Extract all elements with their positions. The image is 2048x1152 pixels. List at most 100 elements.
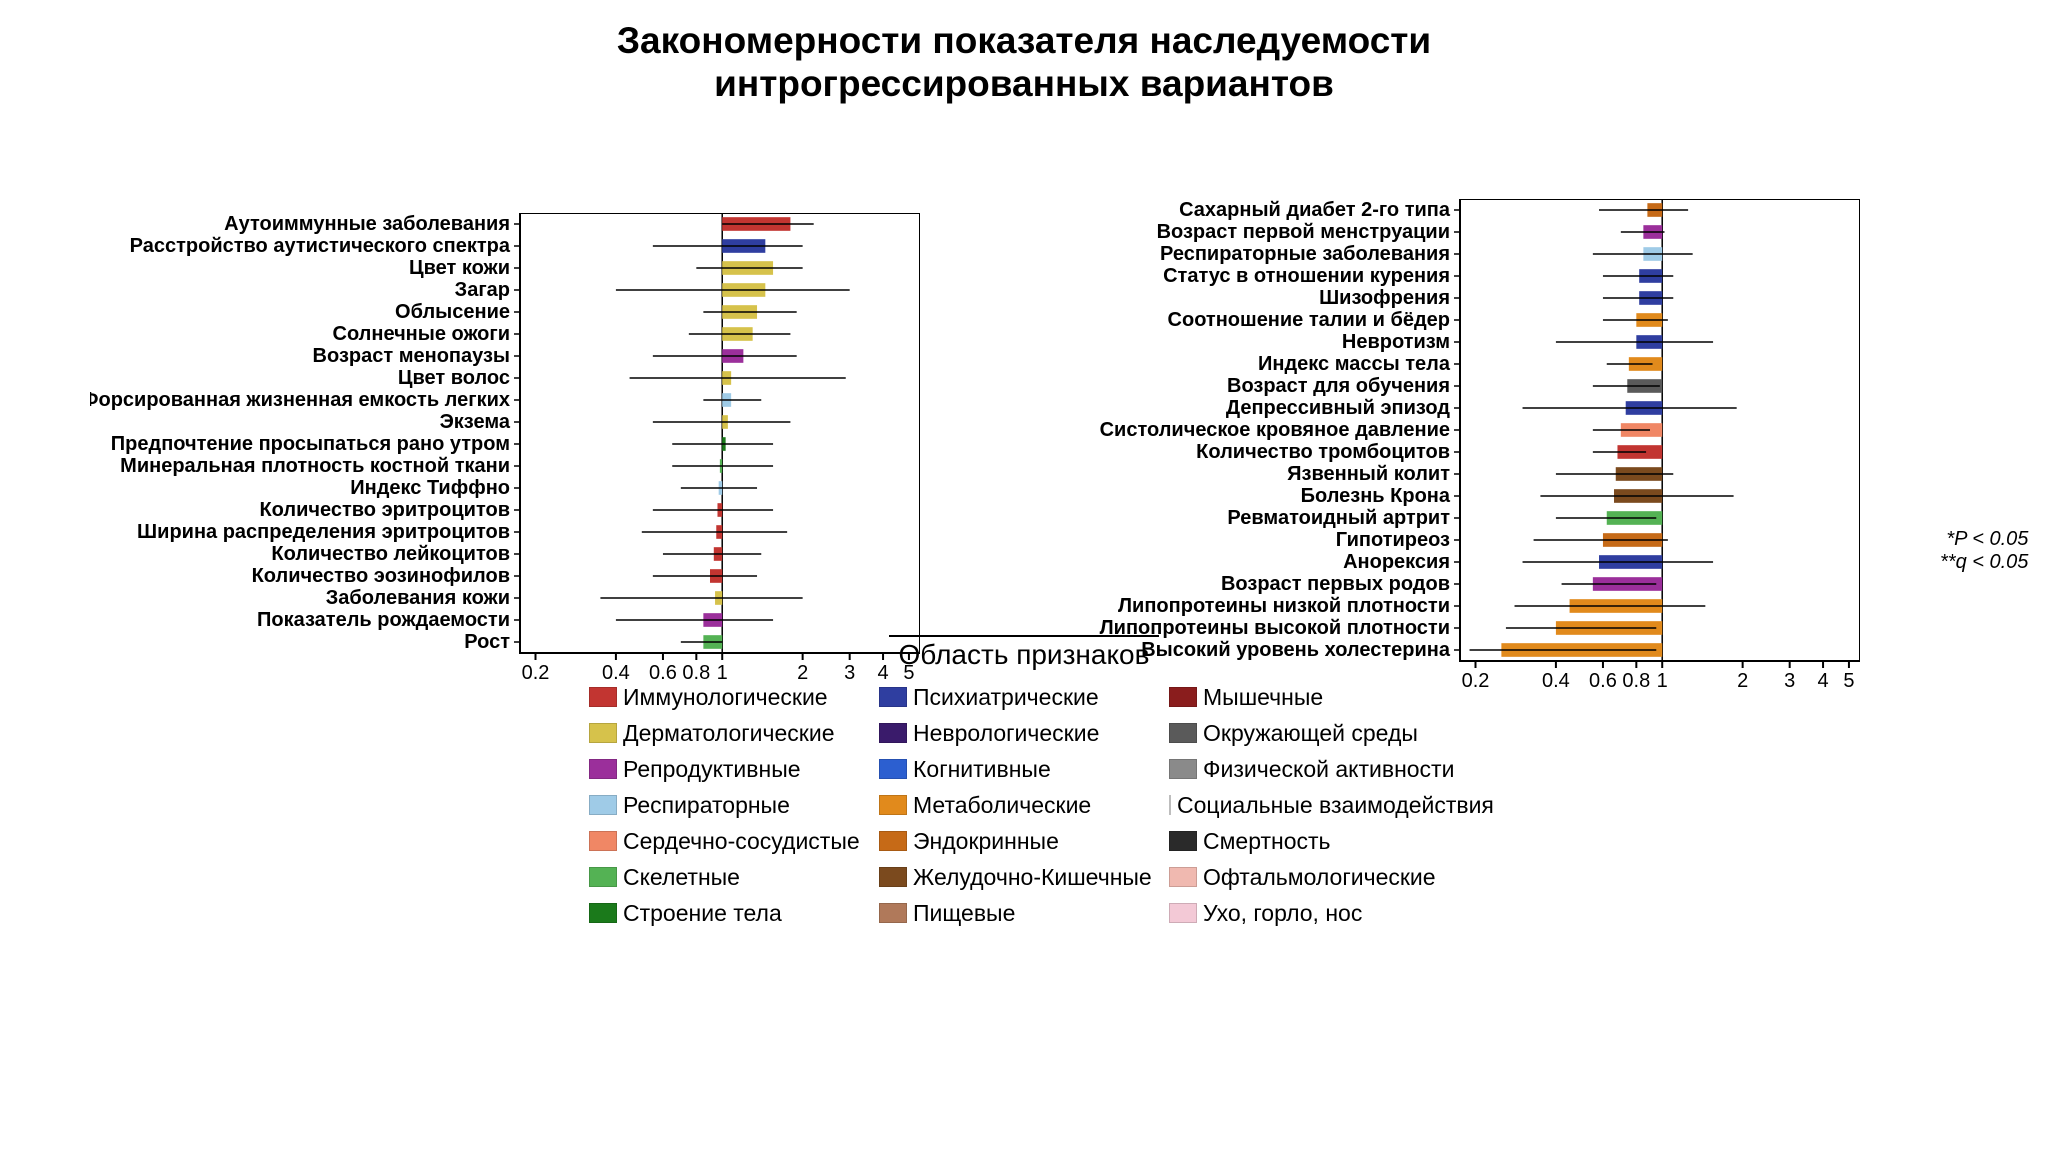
row-label: Рост	[464, 631, 510, 653]
legend-item: Желудочно-Кишечные	[879, 859, 1169, 895]
legend-item: Респираторные	[589, 787, 879, 823]
row-label: Ширина распределения эритроцитов	[137, 521, 510, 543]
x-tick-label: 0.8	[682, 662, 710, 684]
title-line2: интрогрессированных вариантов	[0, 63, 2048, 106]
chart-title: Закономерности показателя наследуемости …	[0, 0, 2048, 105]
legend-label: Физической активности	[1203, 756, 1454, 783]
sig-note-line: *P < 0.05	[1940, 528, 2028, 551]
forest-svg: 0.20.40.60.812345Сахарный диабет 2-го ти…	[1040, 199, 1860, 701]
row-label: Облысение	[395, 301, 510, 323]
legend-item: Когнитивные	[879, 751, 1169, 787]
x-tick-label: 0.2	[1462, 670, 1490, 692]
legend-label: Эндокринные	[913, 828, 1059, 855]
x-tick-label: 1	[717, 662, 728, 684]
forest-svg: 0.20.40.60.812345Аутоиммунные заболевани…	[90, 213, 920, 693]
x-tick-label: 5	[1843, 670, 1854, 692]
row-label: Количество эозинофилов	[252, 565, 510, 587]
legend-item: Неврологические	[879, 715, 1169, 751]
row-label: Заболевания кожи	[326, 587, 510, 609]
row-label: Язвенный колит	[1287, 463, 1450, 485]
x-tick-label: 0.2	[522, 662, 550, 684]
row-label: Цвет кожи	[409, 257, 510, 279]
legend-swatch	[589, 867, 617, 887]
legend-item: Строение тела	[589, 895, 879, 931]
row-label: Аутоиммунные заболевания	[224, 213, 510, 235]
legend-label: Окружающей среды	[1203, 720, 1418, 747]
legend-label: Репродуктивные	[623, 756, 801, 783]
legend-label: Дерматологические	[623, 720, 835, 747]
legend-swatch	[589, 759, 617, 779]
legend-swatch	[1169, 759, 1197, 779]
row-label: Респираторные заболевания	[1160, 243, 1450, 265]
x-tick-label: 0.6	[1589, 670, 1617, 692]
legend-swatch	[879, 867, 907, 887]
title-line1: Закономерности показателя наследуемости	[0, 20, 2048, 63]
legend-label: Желудочно-Кишечные	[913, 864, 1152, 891]
legend-swatch	[1169, 903, 1197, 923]
legend-item: Офтальмологические	[1169, 859, 1459, 895]
x-tick-label: 2	[797, 662, 808, 684]
legend-swatch	[879, 831, 907, 851]
legend-label: Строение тела	[623, 900, 782, 927]
row-label: Возраст менопаузы	[313, 345, 510, 367]
row-label: Анорексия	[1343, 551, 1450, 573]
row-label: Загар	[455, 279, 510, 301]
row-label: Шизофрения	[1319, 287, 1450, 309]
forest-panel: 0.20.40.60.812345Сахарный диабет 2-го ти…	[1040, 199, 1860, 701]
row-label: Минеральная плотность костной ткани	[120, 455, 510, 477]
legend-swatch	[589, 903, 617, 923]
x-tick-label: 3	[1784, 670, 1795, 692]
row-label: Невротизм	[1342, 331, 1450, 353]
legend-item: Социальные взаимодействия	[1169, 787, 1459, 823]
legend-item: Окружающей среды	[1169, 715, 1459, 751]
row-label: Цвет волос	[398, 367, 510, 389]
row-label: Индекс Тиффно	[350, 477, 510, 499]
row-label: Возраст для обучения	[1227, 375, 1450, 397]
legend-label: Когнитивные	[913, 756, 1051, 783]
legend-label: Ухо, горло, нос	[1203, 900, 1362, 927]
row-label: Форсированная жизненная емкость легких	[90, 389, 510, 411]
legend-item: Метаболические	[879, 787, 1169, 823]
row-label: Соотношение талии и бёдер	[1168, 309, 1450, 331]
row-label: Экзема	[440, 411, 511, 433]
legend-swatch	[879, 903, 907, 923]
row-label: Предпочтение просыпаться рано утром	[111, 433, 510, 455]
legend-swatch	[589, 795, 617, 815]
legend-label: Респираторные	[623, 792, 790, 819]
x-tick-label: 2	[1737, 670, 1748, 692]
forest-panel: 0.20.40.60.812345Аутоиммунные заболевани…	[90, 213, 920, 693]
legend-label: Неврологические	[913, 720, 1099, 747]
legend-item: Ухо, горло, нос	[1169, 895, 1459, 931]
x-tick-label: 0.4	[602, 662, 630, 684]
x-tick-label: 0.6	[649, 662, 677, 684]
x-tick-label: 0.4	[1542, 670, 1570, 692]
row-label: Статус в отношении курения	[1163, 265, 1450, 287]
x-tick-label: 5	[903, 662, 914, 684]
row-label: Гипотиреоз	[1336, 529, 1450, 551]
row-label: Солнечные ожоги	[333, 323, 511, 345]
row-label: Количество лейкоцитов	[271, 543, 510, 565]
row-label: Ревматоидный артрит	[1227, 507, 1450, 529]
row-label: Высокий уровень холестерина	[1141, 639, 1451, 661]
significance-notes: *P < 0.05**q < 0.05	[1940, 528, 2028, 574]
legend-label: Пищевые	[913, 900, 1015, 927]
x-tick-label: 0.8	[1622, 670, 1650, 692]
legend-item: Физической активности	[1169, 751, 1459, 787]
row-label: Показатель рождаемости	[257, 609, 510, 631]
legend-item: Сердечно-сосудистые	[589, 823, 879, 859]
legend-label: Скелетные	[623, 864, 740, 891]
row-label: Возраст первых родов	[1221, 573, 1450, 595]
legend-label: Метаболические	[913, 792, 1091, 819]
legend-swatch	[1169, 795, 1171, 815]
row-label: Количество тромбоцитов	[1196, 441, 1450, 463]
legend-swatch	[1169, 723, 1197, 743]
x-tick-label: 3	[844, 662, 855, 684]
sig-note-line: **q < 0.05	[1940, 551, 2028, 574]
row-label: Липопротеины высокой плотности	[1100, 617, 1450, 639]
row-label: Липопротеины низкой плотности	[1118, 595, 1450, 617]
legend-swatch	[879, 723, 907, 743]
row-label: Индекс массы тела	[1258, 353, 1451, 375]
legend-label: Офтальмологические	[1203, 864, 1436, 891]
row-label: Сахарный диабет 2-го типа	[1179, 199, 1451, 221]
legend-item: Скелетные	[589, 859, 879, 895]
